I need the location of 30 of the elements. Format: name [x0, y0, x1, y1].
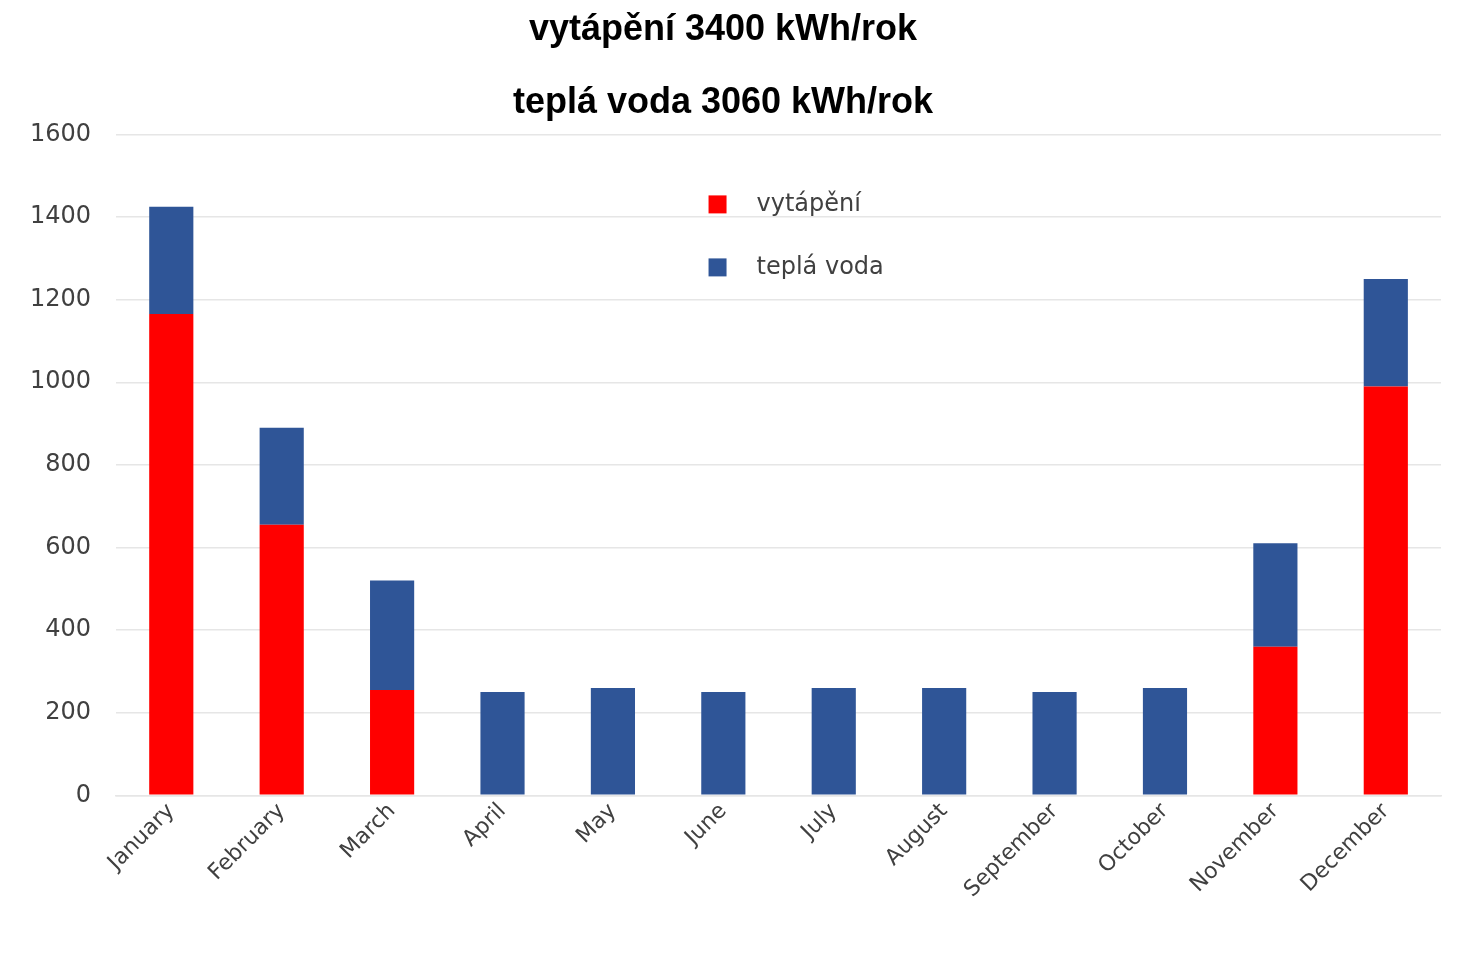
legend-label: teplá voda	[756, 251, 884, 280]
chart-title: vytápění 3400 kWh/rok	[528, 6, 919, 48]
y-tick-label: 600	[45, 531, 92, 560]
bar	[259, 524, 304, 795]
y-tick-label: 400	[45, 614, 92, 643]
y-tick-label: 200	[45, 696, 92, 725]
y-tick-label: 1400	[30, 201, 92, 230]
y-tick-label: 1200	[30, 283, 92, 312]
bar	[370, 690, 415, 795]
bar	[149, 314, 194, 795]
y-tick-label: 0	[75, 779, 92, 808]
bar	[149, 206, 194, 315]
bar	[259, 427, 304, 525]
chart-subtitle: teplá voda 3060 kWh/rok	[512, 79, 935, 121]
bar	[1253, 646, 1298, 795]
y-tick-label: 1600	[30, 118, 92, 147]
bar	[811, 687, 856, 795]
bar	[1253, 543, 1298, 647]
bar	[590, 687, 636, 795]
y-tick-label: 800	[45, 449, 92, 478]
legend-label: vytápění	[756, 188, 863, 217]
bar	[1363, 386, 1408, 795]
bar	[922, 687, 967, 795]
y-tick-label: 1000	[30, 366, 92, 395]
bar	[1363, 278, 1408, 387]
bar	[1142, 687, 1188, 795]
bar	[480, 692, 525, 795]
bar	[370, 580, 415, 691]
bar	[1032, 692, 1077, 795]
bar	[701, 692, 746, 795]
